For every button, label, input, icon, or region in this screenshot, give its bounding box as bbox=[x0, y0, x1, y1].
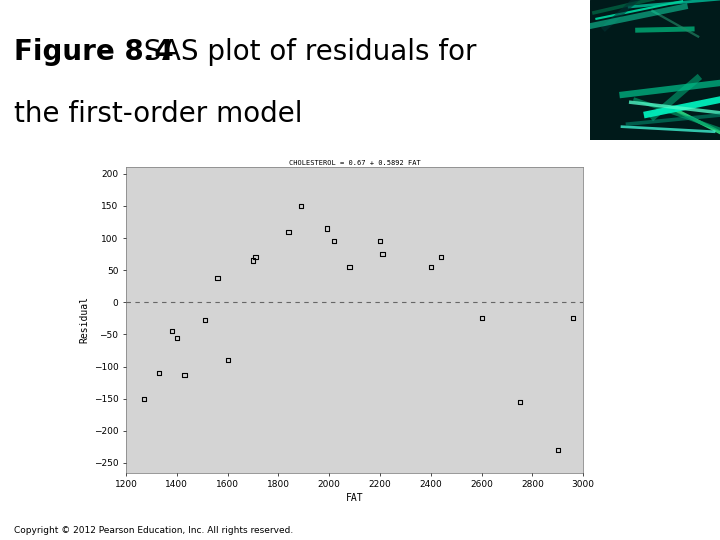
Point bbox=[153, 369, 165, 377]
Point bbox=[283, 227, 294, 236]
Point bbox=[435, 253, 446, 262]
Point bbox=[514, 397, 526, 406]
Point bbox=[138, 394, 150, 403]
Point bbox=[222, 356, 233, 364]
Point bbox=[374, 237, 386, 246]
Point bbox=[321, 224, 333, 233]
Y-axis label: Residual: Residual bbox=[79, 296, 89, 343]
Point bbox=[425, 262, 436, 271]
Point bbox=[250, 253, 261, 262]
Text: Copyright © 2012 Pearson Education, Inc. All rights reserved.: Copyright © 2012 Pearson Education, Inc.… bbox=[14, 525, 294, 535]
Point bbox=[343, 262, 355, 271]
Point bbox=[377, 250, 388, 259]
Point bbox=[476, 314, 487, 323]
X-axis label: FAT: FAT bbox=[346, 494, 364, 503]
Point bbox=[171, 333, 183, 342]
Text: SAS plot of residuals for: SAS plot of residuals for bbox=[126, 38, 477, 66]
Title: CHOLESTEROL = 0.67 + 0.5892 FAT: CHOLESTEROL = 0.67 + 0.5892 FAT bbox=[289, 160, 420, 166]
Point bbox=[199, 316, 210, 325]
Point bbox=[328, 237, 340, 246]
Point bbox=[567, 314, 579, 323]
Point bbox=[247, 256, 258, 265]
Point bbox=[552, 446, 564, 454]
Point bbox=[212, 274, 223, 282]
Point bbox=[179, 370, 190, 379]
Text: the first-order model: the first-order model bbox=[14, 100, 303, 128]
Point bbox=[166, 327, 177, 335]
Text: Figure 8.4: Figure 8.4 bbox=[14, 38, 174, 66]
Point bbox=[295, 201, 307, 210]
Text: 12: 12 bbox=[657, 510, 686, 530]
